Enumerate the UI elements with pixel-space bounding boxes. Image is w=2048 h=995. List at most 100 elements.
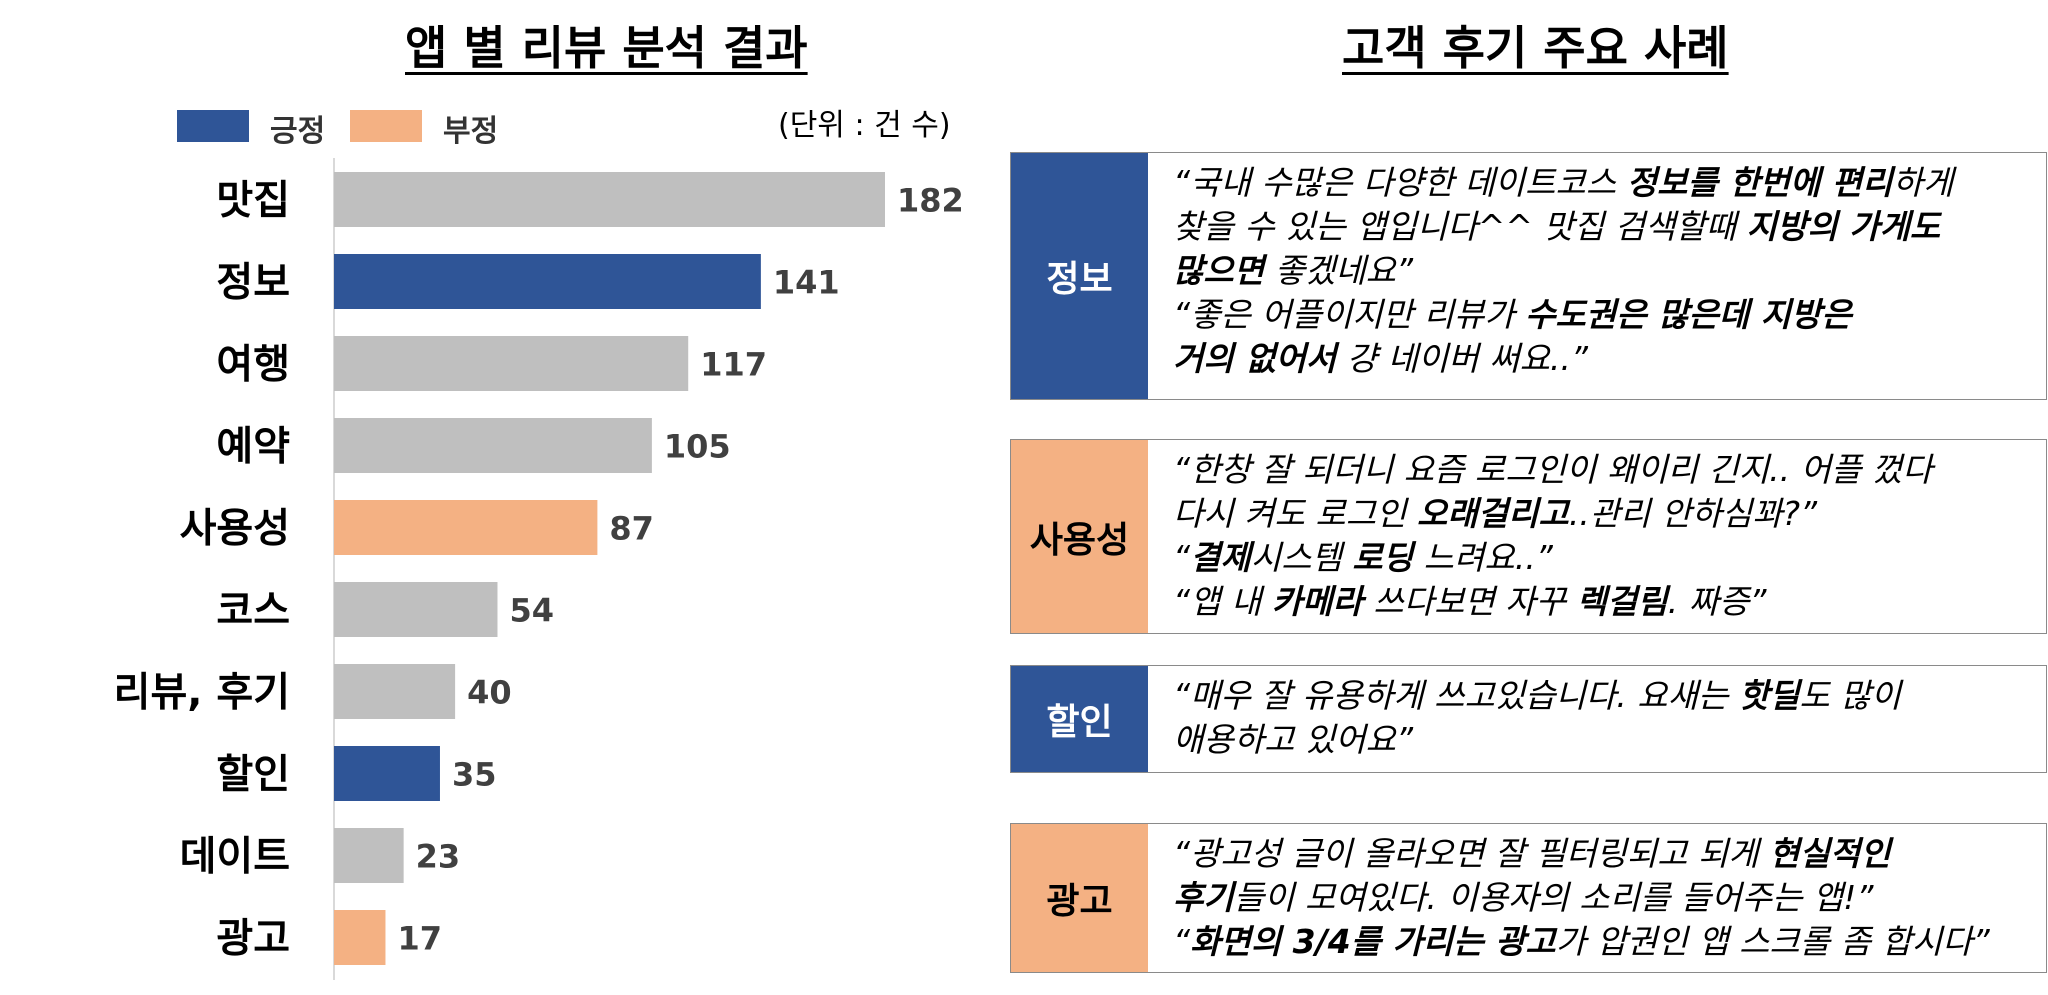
case-segment: 좋겠네요” (1264, 251, 1414, 290)
case-segment: . 짜증” (1667, 582, 1767, 621)
case-segment: “앱 내 (1173, 582, 1272, 621)
case-box-info: 정보 “국내 수많은 다양한 데이트코스 정보를 한번에 편리하게 찾을 수 있는… (1010, 152, 2047, 400)
case-emphasis: 렉걸림 (1576, 582, 1668, 621)
case-line: 많으면 좋겠네요” (1173, 249, 2036, 293)
value-label: 35 (452, 756, 497, 794)
legend-swatch-negative (350, 110, 422, 142)
case-line: 후기들이 모여있다. 이용자의 소리를 들어주는 앱!” (1173, 876, 2036, 920)
case-line: 거의 없어서 걍 네이버 써요..” (1173, 337, 2036, 381)
case-emphasis: 화면의 3/4를 가리는 광고 (1190, 922, 1556, 961)
case-segment: “국내 수많은 다양한 데이트코스 (1173, 163, 1627, 202)
case-line: “매우 잘 유용하게 쓰고있습니다. 요새는 핫딜도 많이 (1173, 674, 2036, 718)
case-segment: 찾을 수 있는 앱입니다^^ 맛집 검색할때 (1173, 207, 1747, 246)
category-label: 광고 (216, 916, 290, 962)
case-segment: 시스템 (1250, 538, 1353, 577)
case-line: “앱 내 카메라 쓰다보면 자꾸 렉걸림. 짜증” (1173, 580, 2036, 624)
case-tag: 할인 (1011, 666, 1148, 772)
case-segment: ..관리 안하심꽈?” (1568, 494, 1818, 533)
category-label: 할인 (216, 752, 290, 798)
case-line: 애용하고 있어요” (1173, 718, 2036, 762)
category-label: 코스 (216, 588, 290, 634)
case-line: 다시 켜도 로그인 오래걸리고..관리 안하심꽈?” (1173, 492, 2036, 536)
case-text: “국내 수많은 다양한 데이트코스 정보를 한번에 편리하게 찾을 수 있는 앱입… (1173, 161, 2036, 381)
value-label: 23 (416, 838, 461, 876)
case-emphasis: 거의 없어서 (1173, 339, 1337, 378)
case-box-ads: 광고 “광고성 글이 올라오면 잘 필터링되고 되게 현실적인 후기들이 모여있다… (1010, 823, 2047, 973)
case-line: 찾을 수 있는 앱입니다^^ 맛집 검색할때 지방의 가게도 (1173, 205, 2036, 249)
case-emphasis: 많으면 (1173, 251, 1265, 290)
case-line: “좋은 어플이지만 리뷰가 수도권은 많은데 지방은 (1173, 293, 2036, 337)
bar-3 (334, 418, 652, 473)
legend-swatch-positive (177, 110, 249, 142)
case-text: “한창 잘 되더니 요즘 로그인이 왜이리 긴지.. 어플 껐다 다시 켜도 로그… (1173, 448, 2036, 624)
case-text: “광고성 글이 올라오면 잘 필터링되고 되게 현실적인 후기들이 모여있다. 이… (1173, 832, 2036, 964)
bar-0 (334, 172, 885, 227)
bar-1 (334, 254, 761, 309)
case-segment: “광고성 글이 올라오면 잘 필터링되고 되게 (1173, 834, 1770, 873)
value-label: 141 (773, 264, 840, 302)
case-emphasis: 카메라 (1271, 582, 1363, 621)
case-emphasis: 현실적인 (1769, 834, 1891, 873)
legend-label-positive: 긍정 (270, 114, 326, 149)
value-label: 105 (664, 428, 731, 466)
case-box-usability: 사용성 “한창 잘 되더니 요즘 로그인이 왜이리 긴지.. 어플 껐다 다시 켜… (1010, 439, 2047, 634)
bar-chart: 맛집 182 정보 141 여행 117 예약 105 사용성 87 코스 54 리뷰, 후기 40 할인 3… (114, 158, 964, 980)
case-tag: 사용성 (1011, 440, 1148, 633)
case-emphasis: 오래걸리고 (1417, 494, 1569, 533)
value-label: 87 (609, 510, 654, 548)
case-line: “결제시스템 로딩 느려요..” (1173, 536, 2036, 580)
case-segment: 다시 켜도 로그인 (1173, 494, 1417, 533)
case-segment: “한창 잘 되더니 요즘 로그인이 왜이리 긴지.. 어플 껐다 (1173, 450, 1933, 489)
bar-9 (334, 910, 386, 965)
category-label: 맛집 (216, 178, 290, 224)
case-text: “매우 잘 유용하게 쓰고있습니다. 요새는 핫딜도 많이 애용하고 있어요” (1173, 674, 2036, 762)
case-emphasis: 지방의 가게도 (1746, 207, 1941, 246)
category-label: 사용성 (180, 506, 290, 552)
chart-title: 앱 별 리뷰 분석 결과 (405, 21, 808, 75)
case-line: “광고성 글이 올라오면 잘 필터링되고 되게 현실적인 (1173, 832, 2036, 876)
case-segment: 도 많이 (1799, 676, 1902, 715)
case-emphasis: 수도권은 많은데 지방은 (1525, 295, 1852, 334)
case-segment: 걍 네이버 써요..” (1336, 339, 1589, 378)
legend-label-negative: 부정 (443, 114, 499, 149)
case-segment: “좋은 어플이지만 리뷰가 (1173, 295, 1526, 334)
case-segment: 애용하고 있어요” (1173, 720, 1414, 759)
category-label: 정보 (216, 260, 290, 306)
case-segment: 들이 모여있다. 이용자의 소리를 들어주는 앱!” (1233, 878, 1874, 917)
case-emphasis: 로딩 (1352, 538, 1414, 577)
case-tag: 광고 (1011, 824, 1148, 972)
case-tag: 정보 (1011, 153, 1148, 399)
case-emphasis: 후기 (1173, 878, 1234, 917)
value-label: 40 (467, 674, 512, 712)
value-label: 182 (897, 182, 964, 220)
category-label: 여행 (216, 342, 290, 388)
value-label: 117 (700, 346, 767, 384)
case-segment: 가 압권인 앱 스크롤 좀 합시다” (1555, 922, 1990, 961)
bar-5 (334, 582, 498, 637)
case-segment: 쓰다보면 자꾸 (1362, 582, 1577, 621)
case-box-discount: 할인 “매우 잘 유용하게 쓰고있습니다. 요새는 핫딜도 많이 애용하고 있어요… (1010, 665, 2047, 773)
unit-note: (단위 : 건 수) (778, 108, 951, 143)
bar-6 (334, 664, 456, 719)
category-label: 리뷰, 후기 (114, 670, 290, 716)
case-emphasis: 결제 (1190, 538, 1251, 577)
category-label: 데이트 (180, 834, 290, 880)
case-segment: “ (1173, 922, 1191, 961)
category-label: 예약 (216, 424, 290, 470)
case-segment: 하게 (1892, 163, 1954, 202)
case-segment: 느려요..” (1413, 538, 1553, 577)
bar-7 (334, 746, 440, 801)
case-line: “국내 수많은 다양한 데이트코스 정보를 한번에 편리하게 (1173, 161, 2036, 205)
case-line: “화면의 3/4를 가리는 광고가 압권인 앱 스크롤 좀 합시다” (1173, 920, 2036, 964)
case-segment: “매우 잘 유용하게 쓰고있습니다. 요새는 (1173, 676, 1739, 715)
value-label: 54 (509, 592, 554, 630)
bar-8 (334, 828, 404, 883)
bar-2 (334, 336, 689, 391)
case-line: “한창 잘 되더니 요즘 로그인이 왜이리 긴지.. 어플 껐다 (1173, 448, 2036, 492)
case-emphasis: 정보를 한번에 편리 (1626, 163, 1893, 202)
value-label: 17 (397, 920, 442, 958)
case-segment: “ (1173, 538, 1191, 577)
cases-title: 고객 후기 주요 사례 (1342, 21, 1729, 75)
case-emphasis: 핫딜 (1738, 676, 1800, 715)
bar-4 (334, 500, 598, 555)
